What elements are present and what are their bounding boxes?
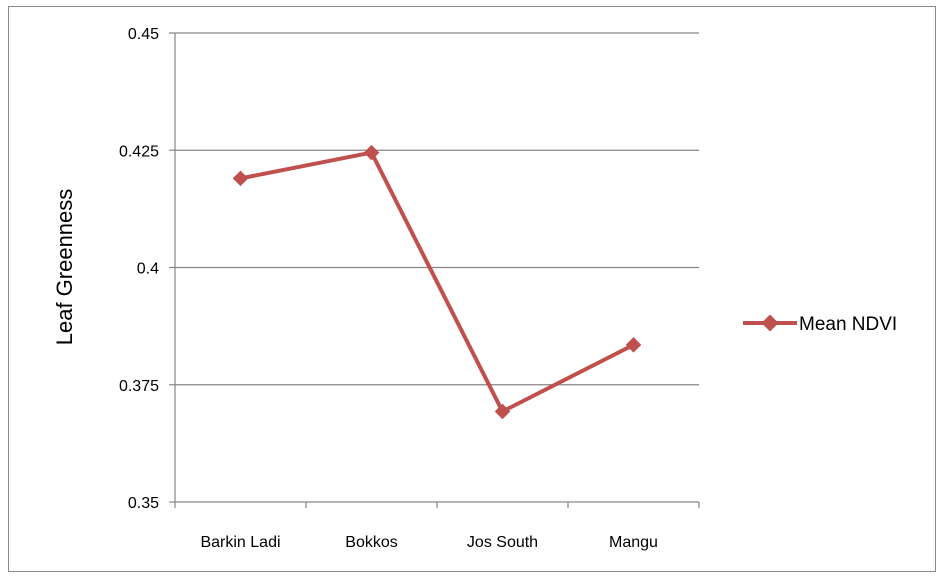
gridlines <box>175 32 699 386</box>
legend: Mean NDVI <box>743 314 897 335</box>
series-group <box>232 144 642 420</box>
data-point-3 <box>625 337 642 353</box>
y-tick-label-3: 0.425 <box>119 143 159 160</box>
data-point-2 <box>494 403 511 420</box>
y-tick-label-2: 0.4 <box>137 261 159 278</box>
series-line-0 <box>238 150 636 414</box>
y-tick-labels: 0.35 0.375 0.4 0.425 0.45 <box>119 26 159 512</box>
x-tick-label-1: Bokkos <box>345 534 397 551</box>
data-point-1 <box>363 144 380 161</box>
legend-marker <box>761 314 779 332</box>
x-tick-label-3: Mangu <box>609 534 658 551</box>
legend-label: Mean NDVI <box>799 314 897 335</box>
data-point-0 <box>232 170 249 187</box>
y-tick-label-0: 0.35 <box>128 495 159 512</box>
x-tick-label-2: Jos South <box>467 534 538 551</box>
x-tick-labels: Barkin Ladi Bokkos Jos South Mangu <box>200 534 657 551</box>
y-tick-label-4: 0.45 <box>128 26 159 43</box>
chart-frame <box>8 6 936 572</box>
x-tick-label-0: Barkin Ladi <box>200 534 280 551</box>
axes <box>169 32 700 508</box>
y-axis-title: Leaf Greenness <box>52 189 77 346</box>
y-tick-label-1: 0.375 <box>119 378 159 395</box>
